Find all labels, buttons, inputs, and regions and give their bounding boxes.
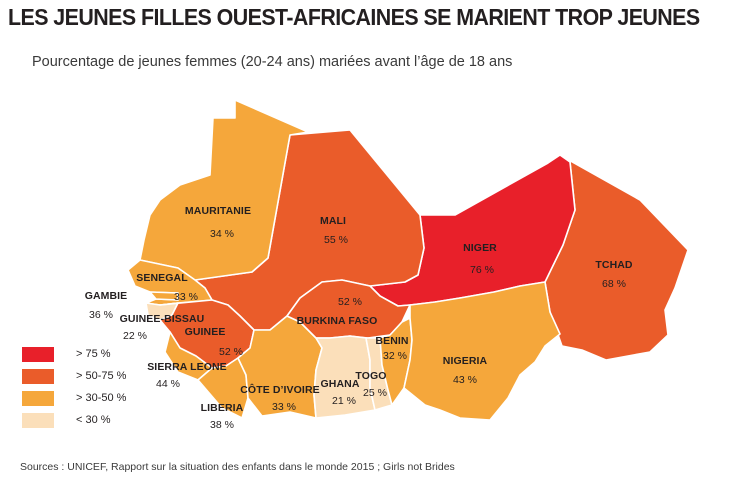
label-burkina-value: 52 % bbox=[338, 296, 362, 308]
label-gambie-name: GAMBIE bbox=[85, 290, 128, 302]
label-liberia-name: LIBERIA bbox=[201, 402, 244, 414]
legend-swatch bbox=[22, 368, 54, 384]
label-burkina-name: BURKINA FASO bbox=[297, 315, 378, 327]
map-title: LES JEUNES FILLES OUEST-AFRICAINES SE MA… bbox=[8, 4, 700, 30]
label-senegal-value: 33 % bbox=[174, 291, 198, 303]
label-mali-value: 55 % bbox=[324, 234, 348, 246]
label-guinee-bissau-value: 22 % bbox=[123, 330, 147, 342]
label-ghana-name: GHANA bbox=[321, 378, 360, 390]
legend-item-gt50-75: > 50-75 % bbox=[22, 365, 126, 387]
label-liberia-value: 38 % bbox=[210, 419, 234, 431]
label-ghana-value: 21 % bbox=[332, 395, 356, 407]
label-mauritanie-value: 34 % bbox=[210, 228, 234, 240]
label-sierra-leone-value: 44 % bbox=[156, 378, 180, 390]
legend-label: > 50-75 % bbox=[76, 370, 127, 382]
label-mali-name: MALI bbox=[320, 215, 346, 227]
label-tchad-name: TCHAD bbox=[595, 259, 633, 271]
label-guinee-name: GUINEE bbox=[185, 326, 226, 338]
label-mauritanie-name: MAURITANIE bbox=[185, 205, 251, 217]
label-benin-name: BENIN bbox=[375, 335, 408, 347]
legend-swatch bbox=[22, 346, 54, 362]
legend-swatch bbox=[22, 412, 54, 428]
country-mauritanie bbox=[139, 99, 309, 281]
label-cote-ivoire-name: CÔTE D’IVOIRE bbox=[240, 383, 319, 396]
map-subtitle: Pourcentage de jeunes femmes (20-24 ans)… bbox=[32, 54, 513, 70]
legend-item-gt75: > 75 % bbox=[22, 343, 126, 365]
label-niger-name: NIGER bbox=[463, 242, 497, 254]
label-nigeria-name: NIGERIA bbox=[443, 355, 488, 367]
legend-item-gt30-50: > 30-50 % bbox=[22, 387, 126, 409]
legend-swatch bbox=[22, 390, 54, 406]
label-nigeria-value: 43 % bbox=[453, 374, 477, 386]
legend-label: < 30 % bbox=[76, 414, 111, 426]
legend-label: > 30-50 % bbox=[76, 392, 127, 404]
label-benin-value: 32 % bbox=[383, 350, 407, 362]
country-nigeria bbox=[403, 281, 561, 421]
legend-item-lt30: < 30 % bbox=[22, 409, 126, 431]
label-guinee-bissau-name: GUINEE-BISSAU bbox=[120, 313, 205, 325]
map-legend: > 75 % > 50-75 % > 30-50 % < 30 % bbox=[22, 343, 126, 431]
label-cote-ivoire-value: 33 % bbox=[272, 401, 296, 413]
label-niger-value: 76 % bbox=[470, 264, 494, 276]
legend-label: > 75 % bbox=[76, 348, 111, 360]
label-togo-name: TOGO bbox=[355, 370, 386, 382]
label-sierra-leone-name: SIERRA LEONE bbox=[147, 361, 227, 373]
label-guinee-value: 52 % bbox=[219, 346, 243, 358]
label-senegal-name: SENEGAL bbox=[136, 272, 188, 284]
label-togo-value: 25 % bbox=[363, 387, 387, 399]
label-tchad-value: 68 % bbox=[602, 278, 626, 290]
country-gambie bbox=[149, 291, 179, 301]
sources-note: Sources : UNICEF, Rapport sur la situati… bbox=[20, 461, 455, 473]
label-gambie-value: 36 % bbox=[89, 309, 113, 321]
